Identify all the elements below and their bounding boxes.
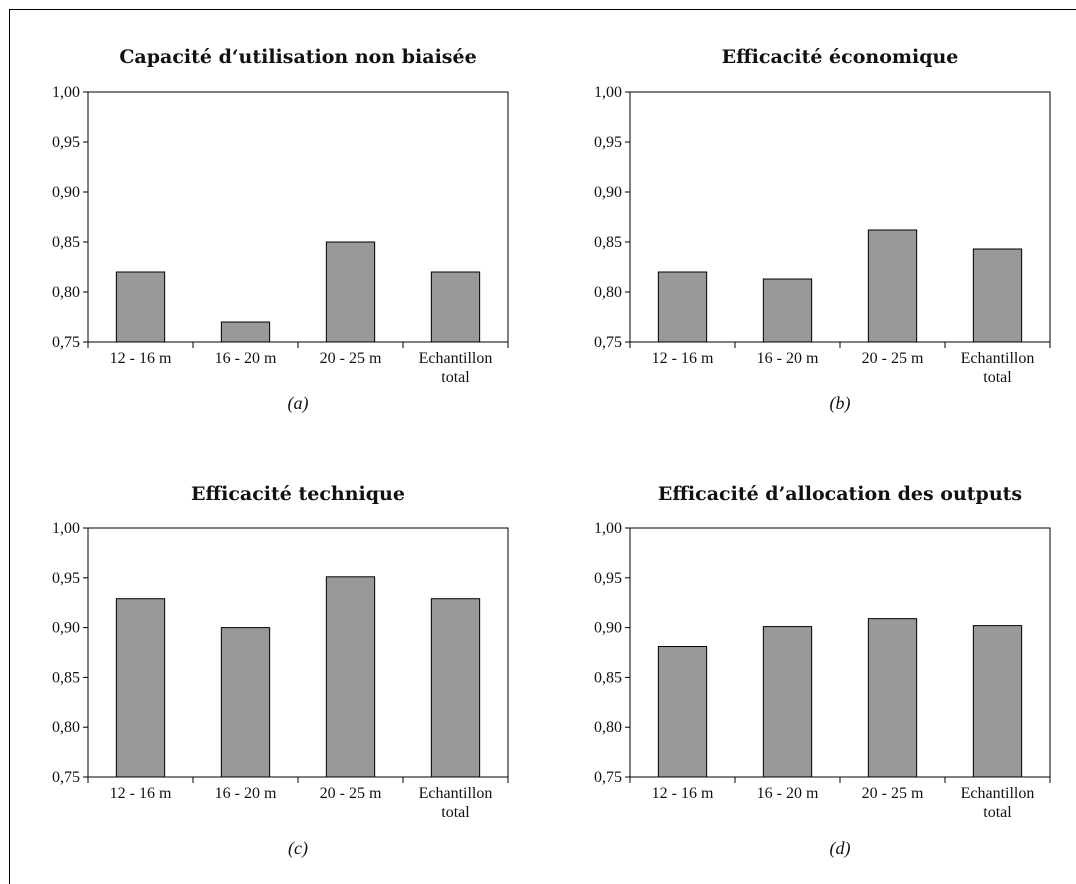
panel-caption: (b): [830, 393, 851, 414]
bar: [220, 627, 271, 778]
bar: [867, 229, 918, 343]
bar: [115, 598, 166, 778]
y-tick-label: 0,85: [594, 234, 622, 251]
figure-frame: [9, 9, 1076, 884]
y-tick-label: 0,80: [594, 719, 622, 736]
y-tick-label: 0,95: [594, 570, 622, 587]
y-tick-label: 0,80: [52, 719, 80, 736]
y-tick-label: 0,75: [594, 769, 622, 786]
x-category-label: 20 - 25 m: [862, 785, 924, 802]
y-tick-label: 0,85: [52, 669, 80, 686]
bar: [325, 576, 376, 778]
x-category-label: Echantillon: [419, 785, 493, 802]
x-category-label: 12 - 16 m: [652, 785, 714, 802]
bar: [762, 626, 813, 778]
x-category-label: total: [441, 369, 470, 386]
chart-b: Efficacité économique 0,75 0,80 0,85 0,90 0,9…: [594, 46, 1051, 414]
y-tick-label: 1,00: [52, 520, 80, 537]
y-tick-label: 0,95: [594, 134, 622, 151]
bar: [325, 241, 376, 343]
panel-caption: (a): [288, 393, 309, 414]
chart-title: Efficacité économique: [722, 46, 959, 68]
x-category-label: Echantillon: [961, 350, 1035, 367]
x-category-label: 20 - 25 m: [320, 350, 382, 367]
y-tick-label: 1,00: [594, 520, 622, 537]
y-tick-label: 0,90: [594, 620, 622, 637]
y-tick-label: 1,00: [52, 84, 80, 101]
y-tick-label: 0,85: [52, 234, 80, 251]
y-tick-label: 0,90: [52, 620, 80, 637]
bar: [430, 598, 481, 778]
y-tick-label: 1,00: [594, 84, 622, 101]
chart-c: Efficacité technique 0,75 0,80 0,85 0,90 0,95…: [52, 483, 509, 859]
y-tick-label: 0,90: [594, 184, 622, 201]
panel-caption: (d): [830, 838, 851, 859]
x-category-label: 16 - 20 m: [215, 350, 277, 367]
y-tick-label: 0,95: [52, 134, 80, 151]
bar: [657, 271, 708, 343]
bar: [972, 625, 1023, 778]
x-category-label: 12 - 16 m: [652, 350, 714, 367]
y-tick-label: 0,75: [52, 769, 80, 786]
x-category-label: total: [983, 369, 1012, 386]
x-category-label: total: [983, 804, 1012, 821]
chart-title: Efficacité d’allocation des outputs: [658, 483, 1022, 505]
x-category-label: 20 - 25 m: [862, 350, 924, 367]
bar: [972, 248, 1023, 343]
y-tick-label: 0,90: [52, 184, 80, 201]
y-tick-label: 0,75: [52, 334, 80, 351]
y-tick-label: 0,75: [594, 334, 622, 351]
x-category-label: 12 - 16 m: [110, 785, 172, 802]
y-tick-label: 0,85: [594, 669, 622, 686]
y-tick-label: 0,80: [52, 284, 80, 301]
chart-title: Efficacité technique: [191, 483, 405, 505]
x-category-label: 16 - 20 m: [757, 350, 819, 367]
x-category-label: 12 - 16 m: [110, 350, 172, 367]
panel-caption: (c): [288, 838, 308, 859]
bar: [657, 646, 708, 778]
x-category-label: Echantillon: [961, 785, 1035, 802]
bar: [220, 321, 271, 343]
x-category-label: Echantillon: [419, 350, 493, 367]
bar: [867, 618, 918, 778]
bar: [115, 271, 166, 343]
x-category-label: 16 - 20 m: [757, 785, 819, 802]
bar: [430, 271, 481, 343]
x-category-label: 20 - 25 m: [320, 785, 382, 802]
y-tick-label: 0,80: [594, 284, 622, 301]
chart-d: Efficacité d’allocation des outputs 0,75 0…: [594, 483, 1051, 859]
chart-title: Capacité d‘utilisation non biaisée: [119, 46, 476, 68]
y-tick-label: 0,95: [52, 570, 80, 587]
x-category-label: total: [441, 804, 470, 821]
chart-a: Capacité d‘utilisation non biaisée 0,75 0,…: [52, 46, 509, 414]
x-category-label: 16 - 20 m: [215, 785, 277, 802]
bar: [762, 278, 813, 343]
